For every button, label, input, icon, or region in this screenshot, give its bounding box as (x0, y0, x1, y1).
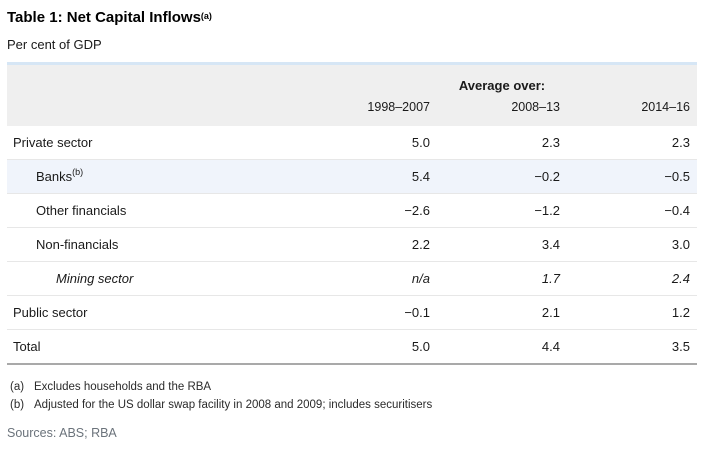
table-body: Private sector 5.0 2.3 2.3 Banks(b) 5.4 −0.2 −0… (7, 126, 697, 365)
table-row: Public sector −0.1 2.1 1.2 (7, 295, 697, 330)
footnote-a-text: Excludes households and the RBA (34, 381, 212, 393)
cell-value: 2.3 (567, 126, 697, 160)
table-row: Mining sector n/a 1.7 2.4 (7, 261, 697, 296)
net-capital-inflows-table: Average over: 1998–2007 2008–13 2014–16 … (7, 62, 697, 365)
cell-value: 2.3 (437, 126, 567, 160)
cell-value: 2.2 (307, 227, 437, 262)
group-header-row: Average over: (7, 64, 697, 95)
column-header-2014-16: 2014–16 (641, 100, 690, 114)
row-label: Total (7, 329, 307, 365)
corner-cell (7, 64, 307, 95)
cell-value: −0.1 (307, 295, 437, 330)
row-label: Public sector (7, 295, 307, 330)
table-header: Average over: 1998–2007 2008–13 2014–16 (7, 63, 697, 126)
cell-value: 5.0 (307, 329, 437, 365)
row-label: Private sector (7, 126, 307, 160)
cell-value: 1.2 (567, 295, 697, 330)
row-label: Banks(b) (7, 159, 307, 194)
table-row: Other financials −2.6 −1.2 −0.4 (7, 193, 697, 228)
column-header-row: 1998–2007 2008–13 2014–16 (7, 94, 697, 126)
table-row: Private sector 5.0 2.3 2.3 (7, 126, 697, 160)
row-label: Other financials (7, 193, 307, 228)
cell-value: −2.6 (307, 193, 437, 228)
corner-cell (7, 94, 307, 126)
cell-value: 3.5 (567, 329, 697, 365)
footnote-b-text: Adjusted for the US dollar swap facility… (34, 399, 433, 411)
table-row: Total 5.0 4.4 3.5 (7, 329, 697, 365)
row-label: Non-financials (7, 227, 307, 262)
footnotes: (a) Excludes households and the RBA (b) … (7, 378, 713, 414)
cell-value: 3.4 (437, 227, 567, 262)
cell-value: 1.7 (437, 261, 567, 296)
table-title-text: Table 1: Net Capital Inflows (7, 9, 201, 26)
footnote-a: (a) Excludes households and the RBA (7, 378, 713, 396)
footnote-a-marker: (a) (10, 381, 25, 393)
cell-value: 2.4 (567, 261, 697, 296)
row-footnote-marker: (b) (72, 167, 84, 177)
row-label: Mining sector (7, 261, 307, 296)
sources-line: Sources: ABS; RBA (7, 426, 117, 440)
table-subtitle: Per cent of GDP (7, 37, 102, 52)
group-header-cell: Average over: (458, 78, 546, 93)
cell-value: −0.5 (567, 159, 697, 194)
cell-value: −0.2 (437, 159, 567, 194)
cell-value: 4.4 (437, 329, 567, 365)
cell-value: 3.0 (567, 227, 697, 262)
footnote-b: (b) Adjusted for the US dollar swap faci… (7, 396, 713, 414)
column-header-2008-13: 2008–13 (511, 100, 560, 114)
table-row: Banks(b) 5.4 −0.2 −0.5 (7, 159, 697, 194)
title-footnote-marker: (a) (200, 11, 212, 21)
cell-value: −1.2 (437, 193, 567, 228)
cell-value: n/a (307, 261, 437, 296)
footnote-b-marker: (b) (10, 399, 25, 411)
table-row: Non-financials 2.2 3.4 3.0 (7, 227, 697, 262)
cell-value: 5.0 (307, 126, 437, 160)
cell-value: −0.4 (567, 193, 697, 228)
table-title: Table 1: Net Capital Inflows(a) (7, 8, 713, 28)
cell-value: 2.1 (437, 295, 567, 330)
cell-value: 5.4 (307, 159, 437, 194)
column-header-1998-2007: 1998–2007 (367, 100, 430, 114)
